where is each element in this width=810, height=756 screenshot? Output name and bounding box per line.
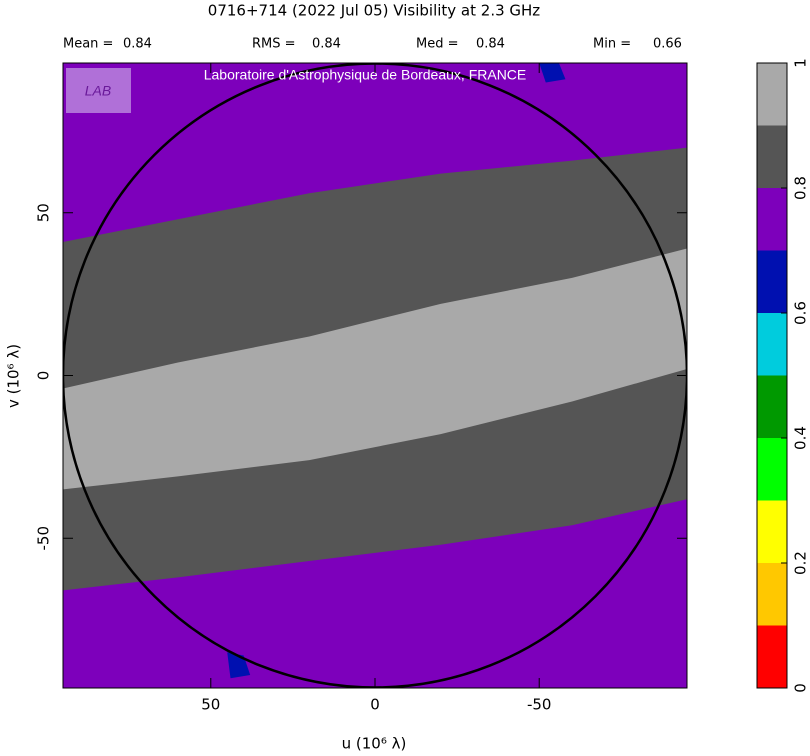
- chart-title: 0716+714 (2022 Jul 05) Visibility at 2.3…: [208, 2, 541, 20]
- x-tick-label: -50: [527, 696, 552, 714]
- logo: LAB: [85, 83, 111, 99]
- colorbar-tick-label: 0.6: [792, 301, 810, 325]
- stat-value: 0.84: [476, 37, 505, 52]
- colorbar-segment: [757, 313, 787, 376]
- colorbar-segment: [757, 500, 787, 563]
- plot-area: [63, 63, 687, 688]
- colorbar-tick-label: 0.4: [792, 426, 810, 450]
- colorbar-segment: [757, 625, 787, 688]
- colorbar-tick-label: 1: [792, 58, 810, 68]
- x-tick-label: 50: [201, 696, 220, 714]
- stat-value: 0.84: [312, 37, 341, 52]
- stat-label: Min =: [593, 37, 631, 52]
- watermark: Laboratoire d'Astrophysique de Bordeaux,…: [204, 67, 527, 83]
- colorbar-segment: [757, 563, 787, 626]
- y-tick-label: 0: [35, 371, 53, 381]
- contour-region: [539, 63, 566, 83]
- stat-label: RMS =: [252, 37, 296, 52]
- contour-region: [63, 248, 687, 490]
- x-tick-label: 0: [370, 696, 380, 714]
- stat-label: Mean =: [63, 37, 113, 52]
- stat-value: 0.66: [653, 37, 682, 52]
- colorbar-segment: [757, 188, 787, 251]
- colorbar-segment: [757, 438, 787, 501]
- logo-box: [66, 68, 131, 113]
- y-tick-label: -50: [35, 526, 53, 551]
- colorbar-tick-label: 0.8: [792, 176, 810, 200]
- colorbar-segment: [757, 250, 787, 313]
- colorbar-segment: [757, 125, 787, 188]
- y-axis-label: v (10⁶ λ): [5, 344, 23, 408]
- colorbar-tick-label: 0: [792, 683, 810, 693]
- colorbar-segment: [757, 375, 787, 438]
- colorbar-tick-label: 0.2: [792, 551, 810, 575]
- x-axis-label: u (10⁶ λ): [342, 735, 407, 753]
- stat-label: Med =: [416, 37, 459, 52]
- colorbar-frame: [756, 62, 788, 689]
- colorbar-segment: [757, 63, 787, 126]
- stat-value: 0.84: [123, 37, 152, 52]
- y-tick-label: 50: [35, 203, 53, 222]
